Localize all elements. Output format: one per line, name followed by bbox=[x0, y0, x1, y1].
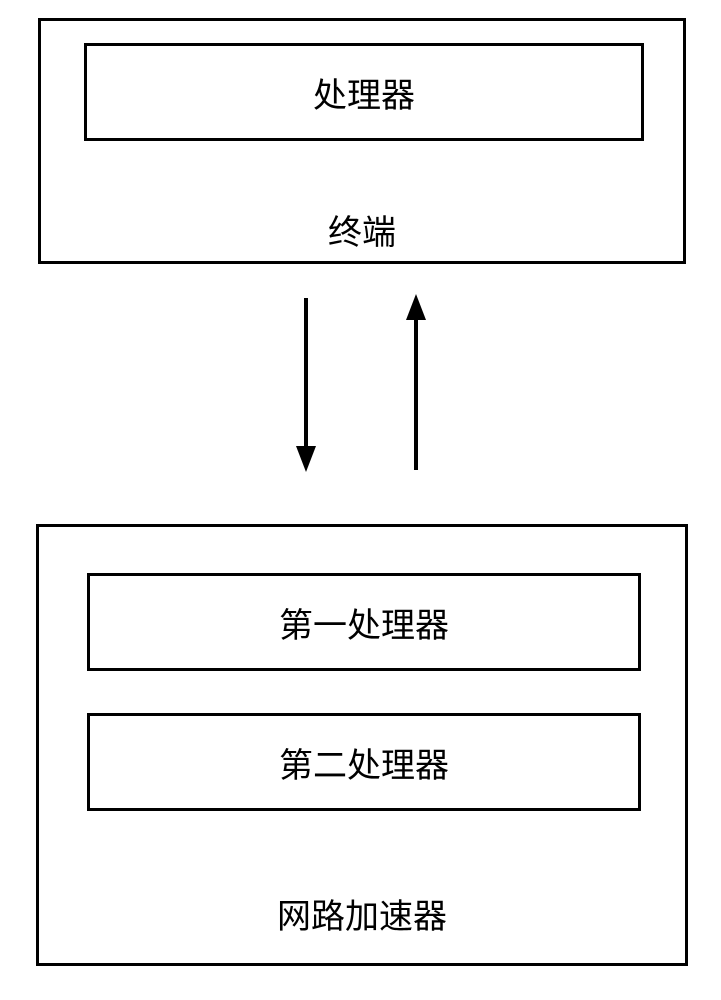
processor-label: 处理器 bbox=[313, 68, 415, 117]
second-processor-box: 第二处理器 bbox=[87, 713, 641, 811]
processor-box: 处理器 bbox=[84, 43, 644, 141]
arrow-down-line bbox=[304, 298, 308, 448]
first-processor-box: 第一处理器 bbox=[87, 573, 641, 671]
terminal-container: 处理器 终端 bbox=[38, 18, 686, 264]
arrow-up-line bbox=[414, 318, 418, 470]
arrow-up-head bbox=[406, 294, 426, 320]
arrow-down-head bbox=[296, 446, 316, 472]
terminal-label: 终端 bbox=[41, 205, 683, 254]
accelerator-label: 网路加速器 bbox=[39, 889, 685, 938]
accelerator-container: 第一处理器 第二处理器 网路加速器 bbox=[36, 524, 688, 966]
second-processor-label: 第二处理器 bbox=[279, 738, 449, 787]
first-processor-label: 第一处理器 bbox=[279, 598, 449, 647]
